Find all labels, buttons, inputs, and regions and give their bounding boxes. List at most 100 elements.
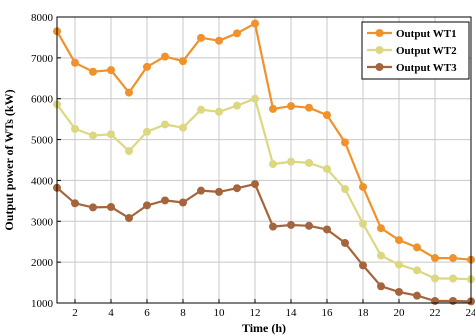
data-point (251, 180, 259, 189)
y-tick-label: 5000 (31, 135, 54, 147)
data-point (269, 160, 277, 169)
x-tick-label: 10 (214, 307, 226, 319)
data-point (431, 254, 439, 263)
legend-item: Output WT2 (367, 45, 457, 57)
data-point (359, 261, 367, 270)
y-tick-label: 4000 (31, 175, 54, 187)
y-tick-label: 6000 (31, 94, 54, 106)
x-tick-label: 18 (358, 307, 370, 319)
series-1 (53, 19, 475, 264)
series-line (56, 97, 472, 281)
legend-label: Output WT3 (396, 62, 457, 74)
data-point (161, 196, 169, 205)
y-tick-label: 8000 (31, 12, 54, 24)
x-tick-label: 14 (286, 307, 298, 319)
data-point (359, 219, 367, 228)
data-point (107, 202, 115, 211)
data-point (269, 104, 277, 113)
x-tick-label: 4 (108, 307, 114, 319)
data-point (71, 199, 79, 208)
data-point (395, 287, 403, 296)
data-point (143, 62, 151, 71)
series-2 (53, 94, 475, 284)
data-point (377, 282, 385, 291)
data-point (287, 157, 295, 166)
legend-item: Output WT3 (367, 62, 457, 74)
data-point (413, 266, 421, 275)
x-axis-title: Time (h) (242, 321, 286, 335)
x-tick-label: 16 (322, 307, 334, 319)
data-point (107, 130, 115, 139)
x-tick-label: 6 (144, 307, 150, 319)
data-point (431, 274, 439, 283)
data-point (233, 184, 241, 193)
data-point (287, 220, 295, 229)
legend-swatch-marker (375, 46, 384, 54)
data-point (251, 94, 259, 103)
y-tick-label: 7000 (31, 53, 54, 65)
data-point (125, 214, 133, 223)
data-point (89, 67, 97, 76)
data-point (395, 260, 403, 269)
legend-label: Output WT2 (396, 45, 457, 57)
x-tick-label: 2 (72, 307, 78, 319)
data-point (89, 203, 97, 212)
legend: Output WT1 Output WT2 Output WT3 (361, 21, 470, 80)
legend-swatch-marker (375, 29, 384, 37)
series-3 (53, 180, 475, 306)
data-point (305, 221, 313, 230)
plot-frame (56, 16, 472, 304)
data-point (341, 185, 349, 194)
data-point (323, 164, 331, 173)
y-tick-label: 2000 (31, 257, 54, 269)
data-point (197, 186, 205, 195)
x-tick-label: 20 (394, 307, 406, 319)
data-point (179, 123, 187, 132)
data-point (251, 19, 259, 28)
legend-label: Output WT1 (396, 28, 457, 40)
series-line (56, 183, 472, 303)
data-point (215, 107, 223, 116)
y-tick-label: 1000 (31, 298, 54, 310)
data-point (125, 147, 133, 156)
x-tick-label: 12 (250, 307, 261, 319)
x-tick-label: 8 (180, 307, 186, 319)
data-point (341, 138, 349, 147)
data-point (161, 52, 169, 61)
data-point (197, 105, 205, 114)
data-point (89, 131, 97, 140)
data-point (179, 57, 187, 66)
data-point (305, 158, 313, 167)
data-point (161, 120, 169, 129)
data-point (233, 29, 241, 38)
data-point (269, 222, 277, 231)
data-point (125, 88, 133, 97)
data-point (71, 124, 79, 133)
legend-item: Output WT1 (367, 28, 457, 40)
y-axis-ticks: 1000 2000 3000 4000 5000 6000 7000 8000 (31, 12, 61, 310)
data-point (233, 101, 241, 110)
data-point (449, 274, 457, 283)
y-tick-label: 3000 (31, 216, 54, 228)
data-point (287, 102, 295, 111)
data-point (341, 238, 349, 247)
data-point (449, 254, 457, 263)
data-point (215, 36, 223, 45)
data-point (377, 251, 385, 260)
data-point (215, 187, 223, 196)
data-point (143, 201, 151, 210)
data-point (197, 33, 205, 42)
data-point (323, 111, 331, 120)
x-tick-label: 22 (430, 307, 441, 319)
data-point (395, 236, 403, 245)
data-point (413, 243, 421, 252)
legend-swatch-marker (375, 63, 384, 71)
data-point (377, 224, 385, 233)
x-tick-label: 24 (466, 307, 475, 319)
x-axis-ticks: 2 4 6 8 10 12 14 16 18 20 22 24 (72, 299, 475, 319)
data-point (107, 66, 115, 75)
data-point (449, 296, 457, 305)
y-axis-title: Output power of WTs (kW) (2, 89, 16, 230)
data-point (143, 127, 151, 136)
